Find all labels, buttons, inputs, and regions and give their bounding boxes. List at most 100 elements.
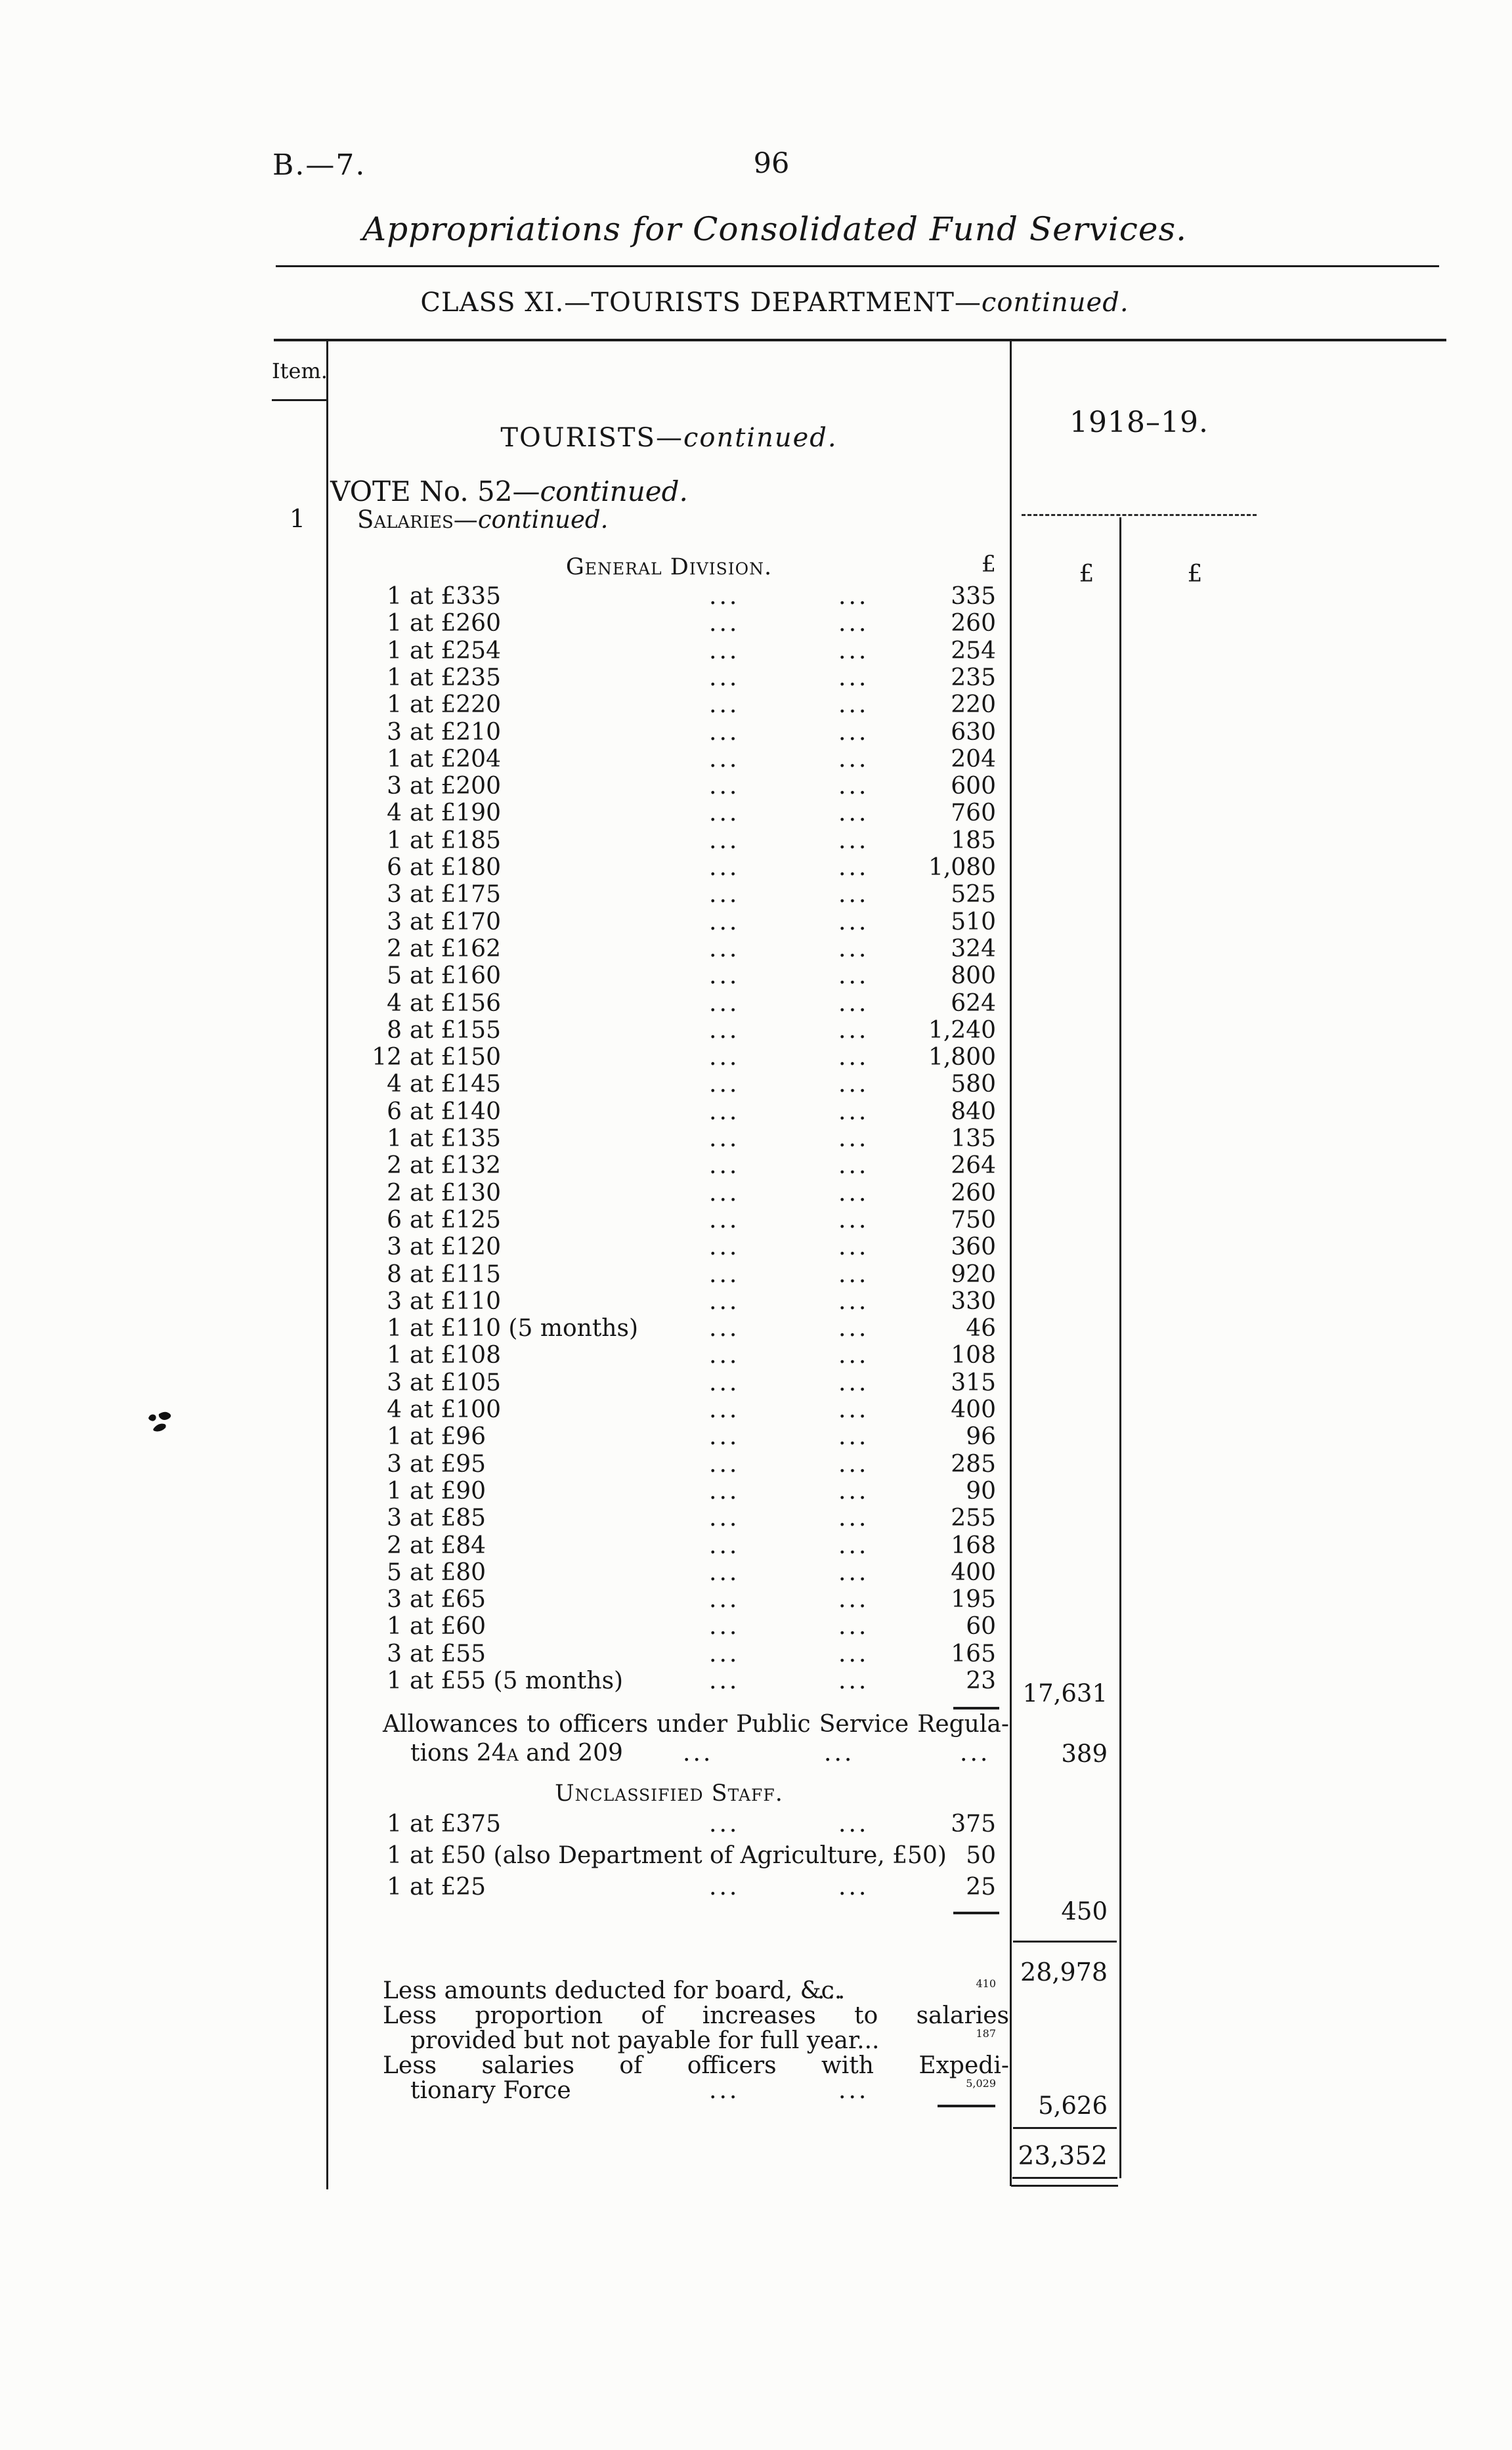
salary-count: 1 (387, 664, 402, 691)
salary-row: 1 at £375 ... ... 375 (0, 1811, 1512, 1838)
salary-count: 8 (387, 1017, 402, 1044)
salary-count: 1 (387, 1613, 402, 1640)
dot-leader: ... (709, 1125, 740, 1152)
dot-leader: ... (838, 1532, 869, 1559)
dot-leader: ... (709, 1396, 740, 1423)
salary-count: 1 (387, 1842, 402, 1869)
dot-leader: ... (838, 1641, 869, 1667)
dot-leader: ... (709, 719, 740, 746)
dot-leader: ... (824, 1740, 855, 1767)
salary-row: 3 at £85 ... ... 255 (0, 1505, 1512, 1532)
salary-amount: 60 (966, 1613, 996, 1640)
salary-amount: 168 (951, 1532, 996, 1559)
salary-count: 1 (387, 1125, 402, 1152)
salary-amount: 580 (951, 1071, 996, 1098)
salary-count: 3 (387, 1288, 402, 1315)
salary-amount: 254 (951, 637, 996, 664)
salary-row: 8 at £115 ... ... 920 (0, 1261, 1512, 1289)
dot-leader: ... (709, 1641, 740, 1667)
dot-leader: ... (709, 746, 740, 773)
closing-rule-bottom (1011, 2185, 1118, 2187)
dot-leader: ... (709, 1234, 740, 1260)
general-division-total: 17,631 (1022, 1679, 1108, 1708)
dot-leader: ... (709, 610, 740, 637)
salary-row: 1 at £335 ... ... 335 (0, 583, 1512, 611)
dot-leader: ... (709, 990, 740, 1017)
salary-rate: at £200 (410, 773, 501, 800)
item-column-header: Item. (272, 358, 328, 383)
class-heading-main: CLASS XI.—TOURISTS DEPARTMENT— (420, 288, 982, 318)
dot-leader: ... (709, 637, 740, 664)
salary-row: 1 at £204 ... ... 204 (0, 746, 1512, 773)
salary-rate: at £254 (410, 637, 501, 664)
salary-rate: at £55 (5 months) (410, 1667, 624, 1694)
salary-amount: 165 (951, 1641, 996, 1667)
salary-rate: at £105 (410, 1369, 501, 1396)
salary-rate: at £260 (410, 610, 501, 637)
dot-leader: ... (838, 1451, 869, 1478)
salary-rate: at £210 (410, 719, 501, 746)
allowances-line2-smallcap: a (506, 1740, 519, 1767)
deduction-line: Less amounts deducted for board, &c. (383, 1977, 842, 2004)
tourists-heading-continued: continued. (683, 423, 838, 453)
salary-row: 2 at £132 ... ... 264 (0, 1152, 1512, 1180)
salary-rate: at £155 (410, 1017, 501, 1044)
salary-row: 4 at £156 ... ... 624 (0, 990, 1512, 1018)
salaries-heading: Salaries—continued. (357, 505, 608, 534)
salary-amount: 800 (951, 962, 996, 989)
running-title: Appropriations for Consolidated Fund Ser… (362, 210, 1187, 248)
dot-leader: ... (709, 1811, 740, 1838)
salary-rate: at £185 (410, 827, 501, 854)
salary-amount: 235 (951, 664, 996, 691)
dot-leader: ... (817, 1977, 848, 2004)
dot-leader: ... (838, 1505, 869, 1532)
dot-leader: ... (838, 1180, 869, 1207)
dot-leader: ... (838, 1586, 869, 1613)
salary-rate: at £204 (410, 746, 501, 773)
dot-leader: ... (838, 773, 869, 800)
vote-heading-continued: continued. (540, 475, 688, 507)
unclassified-staff-heading: Unclassified Staff. (555, 1780, 783, 1807)
dot-leader: ... (838, 935, 869, 962)
salary-row: 4 at £100 ... ... 400 (0, 1396, 1512, 1424)
salary-count: 3 (387, 1641, 402, 1667)
dot-leader: ... (838, 1234, 869, 1260)
salary-amount: 260 (951, 1180, 996, 1207)
salary-row: 1 at £55 (5 months) ... ... 23 (0, 1667, 1512, 1695)
salary-amount: 1,080 (928, 854, 996, 881)
salary-rate: at £55 (410, 1641, 486, 1667)
unclassified-total: 450 (1061, 1897, 1108, 1925)
salary-rate: at £130 (410, 1180, 501, 1207)
dot-leader: ... (709, 1017, 740, 1044)
salary-row: 3 at £65 ... ... 195 (0, 1586, 1512, 1614)
dot-leader: ... (838, 1315, 869, 1342)
salary-row: 1 at £96 ... ... 96 (0, 1423, 1512, 1451)
salary-count: 3 (387, 1451, 402, 1478)
salary-amount: 630 (951, 719, 996, 746)
dot-leader: ... (838, 1071, 869, 1098)
deduction-line: provided but not payable for full year..… (410, 2027, 880, 2054)
salary-amount: 204 (951, 746, 996, 773)
salary-count: 3 (387, 909, 402, 935)
salary-count: 2 (387, 1532, 402, 1559)
dot-leader: ... (709, 1180, 740, 1207)
salary-amount: 135 (951, 1125, 996, 1152)
salary-amount: 750 (951, 1207, 996, 1234)
dot-leader: ... (709, 1071, 740, 1098)
salary-row: 1 at £50 (also Department of Agriculture… (0, 1842, 1512, 1870)
salary-rate: at £175 (410, 881, 501, 908)
salary-count: 3 (387, 881, 402, 908)
page-number: 96 (753, 147, 790, 180)
salary-row: 3 at £175 ... ... 525 (0, 881, 1512, 909)
dot-leader: ... (709, 854, 740, 881)
dot-leader: ... (709, 583, 740, 610)
salary-row: 1 at £220 ... ... 220 (0, 691, 1512, 719)
allowances-amount: 389 (1061, 1740, 1108, 1768)
salary-amount: 335 (951, 583, 996, 610)
salary-count: 1 (387, 610, 402, 637)
salary-rate: at £50 (also Department of Agriculture, … (410, 1842, 947, 1869)
salary-rate: at £160 (410, 962, 501, 989)
dot-leader: ... (709, 1478, 740, 1505)
salary-count: 1 (387, 1811, 402, 1838)
salary-count: 5 (387, 1559, 402, 1586)
